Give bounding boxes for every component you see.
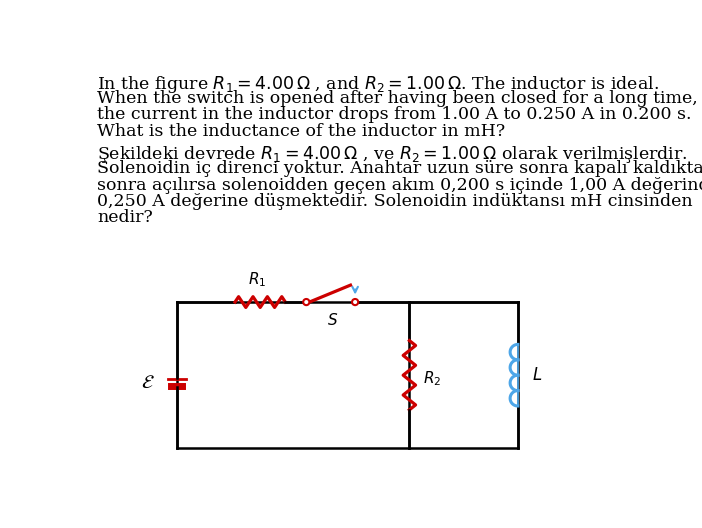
Text: $L$: $L$: [532, 367, 542, 384]
Text: 0,250 A değerine düşmektedir. Solenoidin indüktansı mH cinsinden: 0,250 A değerine düşmektedir. Solenoidin…: [97, 193, 693, 210]
Circle shape: [303, 299, 310, 305]
Text: When the switch is opened after having been closed for a long time,: When the switch is opened after having b…: [97, 90, 698, 107]
Text: In the figure $R_1 = 4.00\,\Omega$ , and $R_2 = 1.00\,\Omega$. The inductor is i: In the figure $R_1 = 4.00\,\Omega$ , and…: [97, 74, 659, 95]
Text: Solenoidin iç direnci yoktur. Anahtar uzun süre sonra kapalı kaldıktan: Solenoidin iç direnci yoktur. Anahtar uz…: [97, 161, 702, 177]
Text: What is the inductance of the inductor in mH?: What is the inductance of the inductor i…: [97, 122, 505, 139]
Text: nedir?: nedir?: [97, 209, 153, 226]
Text: Şekildeki devrede $R_1 = 4.00\,\Omega$ , ve $R_2 = 1.00\,\Omega$ olarak verilmiş: Şekildeki devrede $R_1 = 4.00\,\Omega$ ,…: [97, 144, 688, 165]
Text: the current in the inductor drops from 1.00 A to 0.250 A in 0.200 s.: the current in the inductor drops from 1…: [97, 107, 691, 124]
Circle shape: [352, 299, 358, 305]
Text: $\mathcal{E}$: $\mathcal{E}$: [141, 373, 155, 392]
Text: $R_1$: $R_1$: [248, 270, 266, 289]
Text: $R_2$: $R_2$: [423, 369, 442, 388]
Text: $S$: $S$: [326, 312, 338, 328]
Text: sonra açılırsa solenoidden geçen akım 0,200 s içinde 1,00 A değerinden: sonra açılırsa solenoidden geçen akım 0,…: [97, 176, 702, 194]
